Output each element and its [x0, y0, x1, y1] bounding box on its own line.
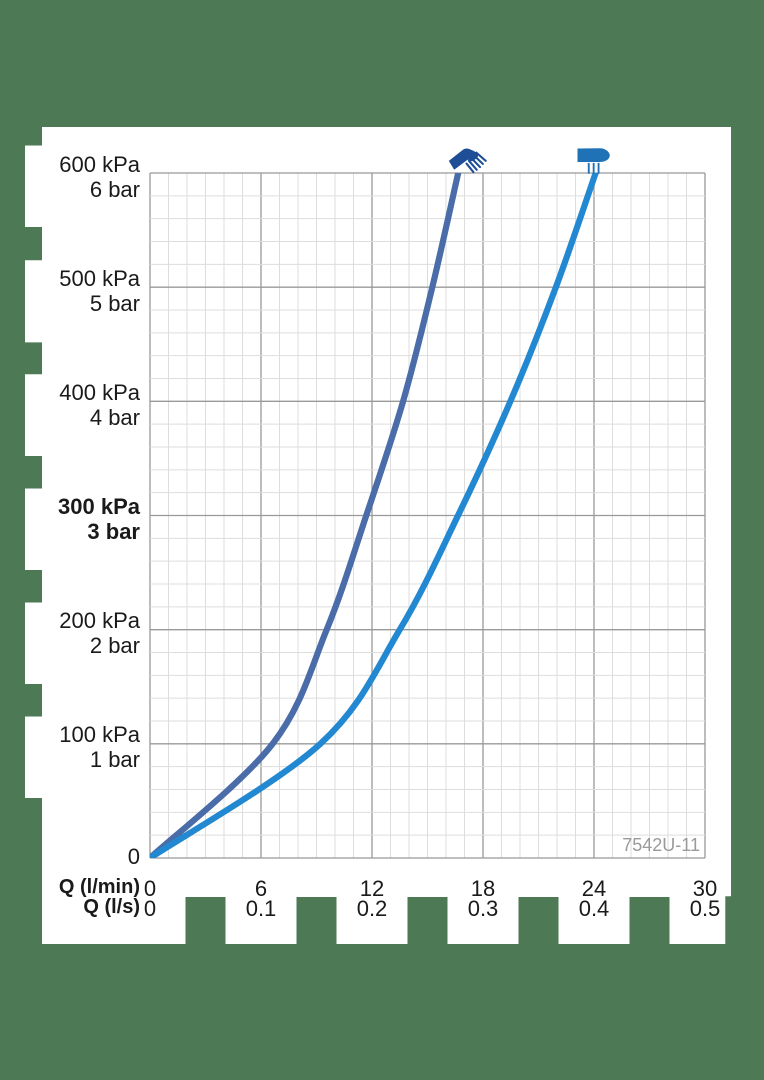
svg-text:7542U-11: 7542U-11: [622, 835, 700, 855]
